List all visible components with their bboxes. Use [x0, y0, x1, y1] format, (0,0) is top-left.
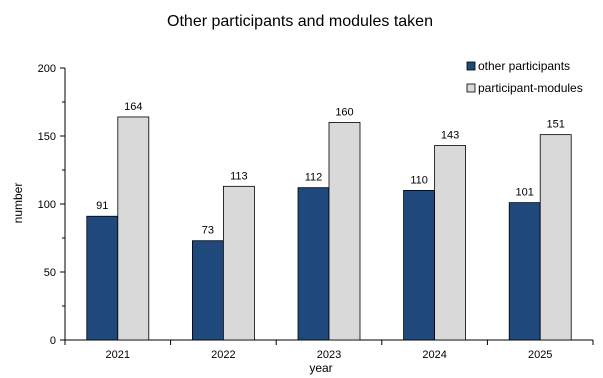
bar-other-participants — [297, 187, 330, 341]
legend-swatch — [466, 83, 476, 93]
y-tick-label: 50 — [44, 267, 56, 279]
data-label: 143 — [441, 130, 459, 142]
x-tick-label: 2022 — [211, 349, 235, 361]
bar-participant-modules — [222, 185, 255, 341]
data-label: 160 — [335, 106, 353, 118]
legend: other participants participant-modules — [466, 59, 583, 95]
bar-participant-modules — [117, 116, 150, 341]
bar-participant-modules — [539, 134, 572, 341]
x-axis-label: year — [309, 361, 332, 375]
legend-label: other participants — [478, 59, 570, 73]
x-tick-label: 2023 — [317, 349, 341, 361]
data-label: 73 — [202, 225, 214, 237]
data-label: 151 — [547, 119, 565, 131]
y-tick-label: 200 — [38, 63, 56, 75]
bar-other-participants — [508, 202, 541, 341]
y-tick-label: 150 — [38, 131, 56, 143]
chart-title: Other participants and modules taken — [167, 13, 433, 30]
y-axis-label: number — [11, 183, 25, 224]
bar-other-participants — [403, 189, 436, 341]
x-tick-label: 2024 — [422, 349, 446, 361]
y-tick-label: 100 — [38, 199, 56, 211]
bar-other-participants — [86, 215, 119, 341]
y-tick-label: 0 — [50, 335, 56, 347]
data-label: 113 — [230, 170, 248, 182]
data-label: 112 — [305, 172, 323, 184]
data-label: 164 — [124, 101, 142, 113]
legend-swatch — [466, 61, 476, 71]
x-tick-label: 2021 — [106, 349, 130, 361]
bar-other-participants — [191, 240, 224, 341]
bar-participant-modules — [328, 122, 361, 341]
data-label: 91 — [96, 200, 108, 212]
legend-label: participant-modules — [478, 81, 583, 95]
x-tick-label: 2025 — [528, 349, 552, 361]
data-label: 110 — [410, 174, 428, 186]
bar-participant-modules — [434, 145, 467, 341]
plot-area: 0 50 100 150 200 91 164 2021 73 113 2022 112 160 2023… — [38, 63, 594, 361]
data-label: 101 — [516, 187, 534, 199]
